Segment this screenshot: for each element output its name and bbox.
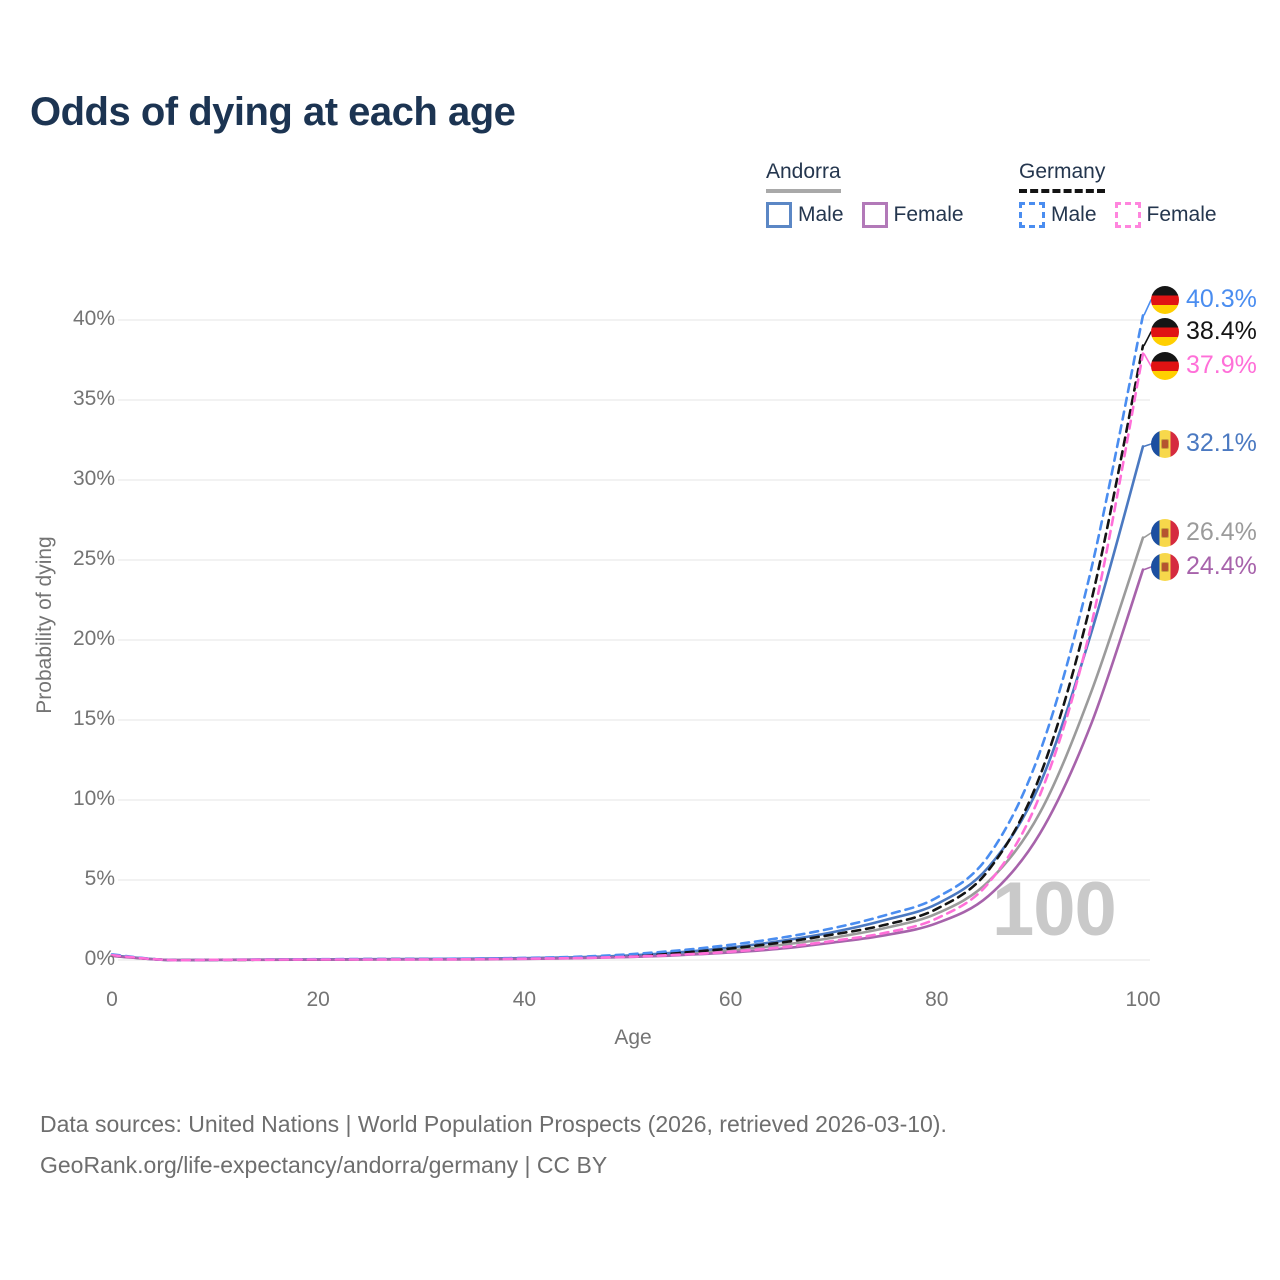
legend-row-andorra: Male Female: [766, 202, 964, 228]
andorra-coat-of-arms: [1161, 438, 1169, 449]
andorra-male-swatch-icon: [766, 202, 792, 228]
end-label-value: 32.1%: [1186, 429, 1257, 457]
end-label-andorra-female: 24.4%: [1151, 552, 1257, 581]
andorra-coat-of-arms: [1161, 561, 1169, 572]
legend-item-germany-female[interactable]: Female: [1114, 202, 1217, 228]
x-tick-label: 40: [512, 988, 537, 1011]
x-tick-label: 60: [718, 988, 743, 1011]
legend-label: Male: [798, 203, 844, 226]
footer-attribution: GeoRank.org/life-expectancy/andorra/germ…: [40, 1152, 608, 1178]
germany-flag-icon: [1151, 317, 1179, 346]
y-tick-label: 10%: [72, 787, 115, 810]
legend-label: Female: [1146, 203, 1217, 226]
legend-item-germany-male[interactable]: Male: [1019, 202, 1097, 228]
y-tick-label: 25%: [72, 547, 115, 570]
y-tick-label: 35%: [72, 387, 115, 410]
end-label-andorra-male: 32.1%: [1151, 429, 1257, 458]
y-tick-label: 15%: [72, 707, 115, 730]
legend-header-andorra[interactable]: Andorra: [766, 160, 841, 193]
legend-group-andorra: Andorra Male Female: [766, 160, 964, 228]
andorra-flag-icon: [1151, 552, 1179, 581]
end-label-value: 24.4%: [1186, 552, 1257, 580]
andorra-female-swatch-icon: [861, 202, 888, 228]
footer: Data sources: United Nations | World Pop…: [40, 1104, 947, 1186]
series-line-germany-female: [110, 352, 1145, 962]
y-tick-label: 20%: [72, 627, 115, 650]
end-label-andorra-both: 26.4%: [1151, 518, 1257, 547]
series-line-germany-male: [110, 313, 1145, 962]
end-label-germany-male: 40.3%: [1151, 285, 1257, 314]
series-line-andorra-female: [110, 568, 1145, 962]
hovered-age-watermark: 100: [992, 867, 1117, 952]
end-label-value: 38.4%: [1186, 317, 1257, 345]
germany-flag-icon: [1151, 285, 1179, 314]
y-tick-label: 30%: [72, 467, 115, 490]
legend-label: Female: [893, 203, 964, 226]
page-title: Odds of dying at each age: [30, 90, 516, 134]
legend-group-germany: Germany Male Female: [1019, 160, 1217, 228]
germany-flag-icon: [1151, 351, 1179, 380]
legend-item-andorra-male[interactable]: Male: [766, 202, 844, 228]
legend-row-germany: Male Female: [1019, 202, 1217, 228]
x-tick-label: 0: [106, 988, 118, 1011]
x-tick-label: 100: [1125, 988, 1161, 1011]
footer-data-sources: Data sources: United Nations | World Pop…: [40, 1111, 947, 1137]
andorra-coat-of-arms: [1161, 527, 1169, 538]
end-label-value: 40.3%: [1186, 285, 1257, 313]
legend-header-germany[interactable]: Germany: [1019, 160, 1106, 193]
germany-female-swatch-icon: [1114, 202, 1141, 228]
end-label-value: 26.4%: [1186, 518, 1257, 546]
end-label-germany-both: 38.4%: [1151, 317, 1257, 346]
y-tick-label: 5%: [84, 867, 115, 890]
germany-male-swatch-icon: [1019, 202, 1045, 228]
legend-item-andorra-female[interactable]: Female: [861, 202, 964, 228]
x-axis-title: Age: [614, 1026, 652, 1049]
legend-label: Male: [1051, 203, 1097, 226]
andorra-flag-icon: [1151, 518, 1179, 547]
end-label-germany-female: 37.9%: [1151, 351, 1257, 380]
y-tick-label: 0%: [84, 947, 115, 970]
y-tick-label: 40%: [72, 307, 115, 330]
x-tick-label: 20: [306, 988, 330, 1011]
x-tick-label: 80: [925, 988, 949, 1011]
y-axis-title: Probability of dying: [33, 536, 56, 714]
end-label-value: 37.9%: [1186, 351, 1257, 379]
andorra-flag-icon: [1151, 429, 1179, 458]
